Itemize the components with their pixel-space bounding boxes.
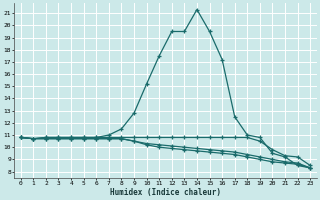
X-axis label: Humidex (Indice chaleur): Humidex (Indice chaleur) xyxy=(110,188,221,197)
